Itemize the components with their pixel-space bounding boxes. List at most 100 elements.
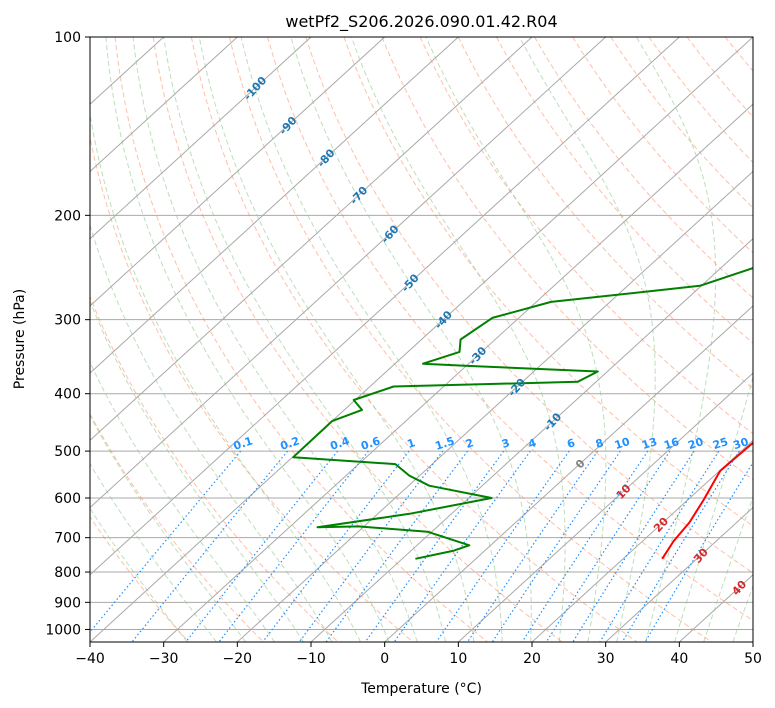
x-tick-label: −40 <box>75 651 105 667</box>
isotherm-line <box>90 37 680 576</box>
isotherm-line <box>163 103 753 642</box>
moist-adiabat <box>350 37 566 642</box>
dewpoint-profile <box>292 267 753 560</box>
mixing-ratio-line <box>521 450 649 642</box>
x-tick-label: 40 <box>670 651 688 667</box>
isotherm-line <box>236 170 753 642</box>
mixing-ratio-line <box>491 450 621 642</box>
mixing-ratio-line <box>218 450 369 642</box>
dry-adiabat <box>534 37 753 299</box>
x-tick-label: 20 <box>523 651 541 667</box>
y-tick-label: 200 <box>54 208 81 224</box>
isotherm-line <box>90 37 386 307</box>
mixing-ratio-label: 3 <box>500 436 511 451</box>
dry-adiabat <box>190 37 638 642</box>
mixing-ratio-label: 25 <box>711 435 730 452</box>
x-tick-label: 30 <box>597 651 615 667</box>
isotherm-line <box>90 37 459 374</box>
isotherm-line <box>605 506 753 642</box>
moist-adiabat <box>290 37 532 642</box>
mixing-ratio-lines <box>90 450 753 642</box>
moist-adiabat <box>90 361 276 642</box>
plot-frame <box>89 36 754 643</box>
moist-adiabat <box>240 37 503 642</box>
x-axis-label: Temperature (°C) <box>360 681 482 697</box>
mixing-ratio-label: 8 <box>594 436 605 451</box>
chart-title: wetPf2_S206.2026.090.01.42.R04 <box>285 12 557 32</box>
y-tick-label: 800 <box>54 565 81 581</box>
dry-adiabat <box>381 37 753 481</box>
x-tick-label: −10 <box>296 651 326 667</box>
y-tick-label: 400 <box>54 387 81 403</box>
dry-adiabat <box>343 37 753 527</box>
isotherm-line <box>90 37 312 240</box>
mixing-ratio-label: 1.5 <box>434 434 457 452</box>
moist-adiabat <box>425 37 607 642</box>
moist-adiabat <box>703 495 753 642</box>
y-axis: 100 200 300 400 500 600 700 800 900 1000 <box>45 30 90 638</box>
moist-adiabat <box>163 37 446 642</box>
moist-adiabat <box>132 37 418 642</box>
moist-adiabat <box>90 299 304 642</box>
dry-adiabat <box>114 37 488 642</box>
isotherm-line <box>90 37 533 442</box>
mixing-ratio-line <box>90 450 242 633</box>
mixing-ratio-line <box>644 461 753 642</box>
mixing-ratio-label: 0.1 <box>232 434 255 452</box>
isotherm-line <box>90 37 753 642</box>
temperature-profile <box>661 441 753 560</box>
x-tick-label: −30 <box>149 651 179 667</box>
isotherm-line <box>310 237 753 642</box>
mixing-ratio-label: 0.4 <box>329 434 352 452</box>
x-tick-label: −20 <box>223 651 253 667</box>
mixing-ratio-line <box>435 450 570 642</box>
dry-adiabat <box>267 37 753 622</box>
plot-area: -100-90-80-70-60-50-40-30-20-10010203040… <box>90 37 753 642</box>
y-tick-label: 900 <box>54 595 81 611</box>
y-tick-label: 300 <box>54 313 81 329</box>
mixing-ratio-label: 30 <box>732 435 751 452</box>
mixing-ratio-line <box>467 450 599 642</box>
mixing-ratio-label: 16 <box>662 435 681 452</box>
mixing-ratio-label: 0.2 <box>279 434 302 452</box>
dry-adiabat <box>90 515 190 642</box>
y-tick-label: 600 <box>54 491 81 507</box>
moist-adiabat <box>732 584 753 642</box>
mixing-ratio-label: 2 <box>464 436 475 451</box>
mixing-ratio-label: 10 <box>613 435 632 452</box>
y-axis-label: Pressure (hPa) <box>12 289 28 389</box>
isotherm-line <box>531 439 753 642</box>
isotherm-line <box>90 37 607 509</box>
moist-adiabat <box>90 223 333 642</box>
y-tick-label: 100 <box>54 30 81 46</box>
isotherm-line <box>384 305 753 642</box>
profile-lines <box>292 267 753 560</box>
dry-adiabat <box>152 37 563 642</box>
x-tick-label: 10 <box>449 651 467 667</box>
mixing-ratio-label: 0.6 <box>359 434 382 452</box>
mixing-ratio-line <box>185 450 339 642</box>
mixing-ratio-label: 13 <box>640 435 659 452</box>
x-tick-label: 50 <box>744 651 762 667</box>
y-tick-label: 700 <box>54 531 81 547</box>
isotherm-line <box>457 372 753 642</box>
mixing-ratio-label: 4 <box>527 436 539 451</box>
mixing-ratio-label: 1 <box>405 436 416 451</box>
mixing-ratio-label: 6 <box>565 436 577 451</box>
isotherms <box>90 37 753 642</box>
mixing-ratio-label: 20 <box>686 435 705 452</box>
x-tick-label: 0 <box>380 651 389 667</box>
moist-adiabat <box>90 414 247 642</box>
y-tick-label: 500 <box>54 444 81 460</box>
mixing-ratio-line <box>599 450 720 642</box>
dry-adiabat <box>90 295 339 642</box>
mixing-ratio-line <box>325 450 468 642</box>
mixing-ratio-line <box>131 450 289 642</box>
moist-adiabat <box>519 37 656 642</box>
y-tick-label: 1000 <box>45 622 81 638</box>
dry-adiabats <box>90 37 753 642</box>
isotherm-line <box>90 37 238 173</box>
mixing-ratio-line <box>393 450 531 642</box>
